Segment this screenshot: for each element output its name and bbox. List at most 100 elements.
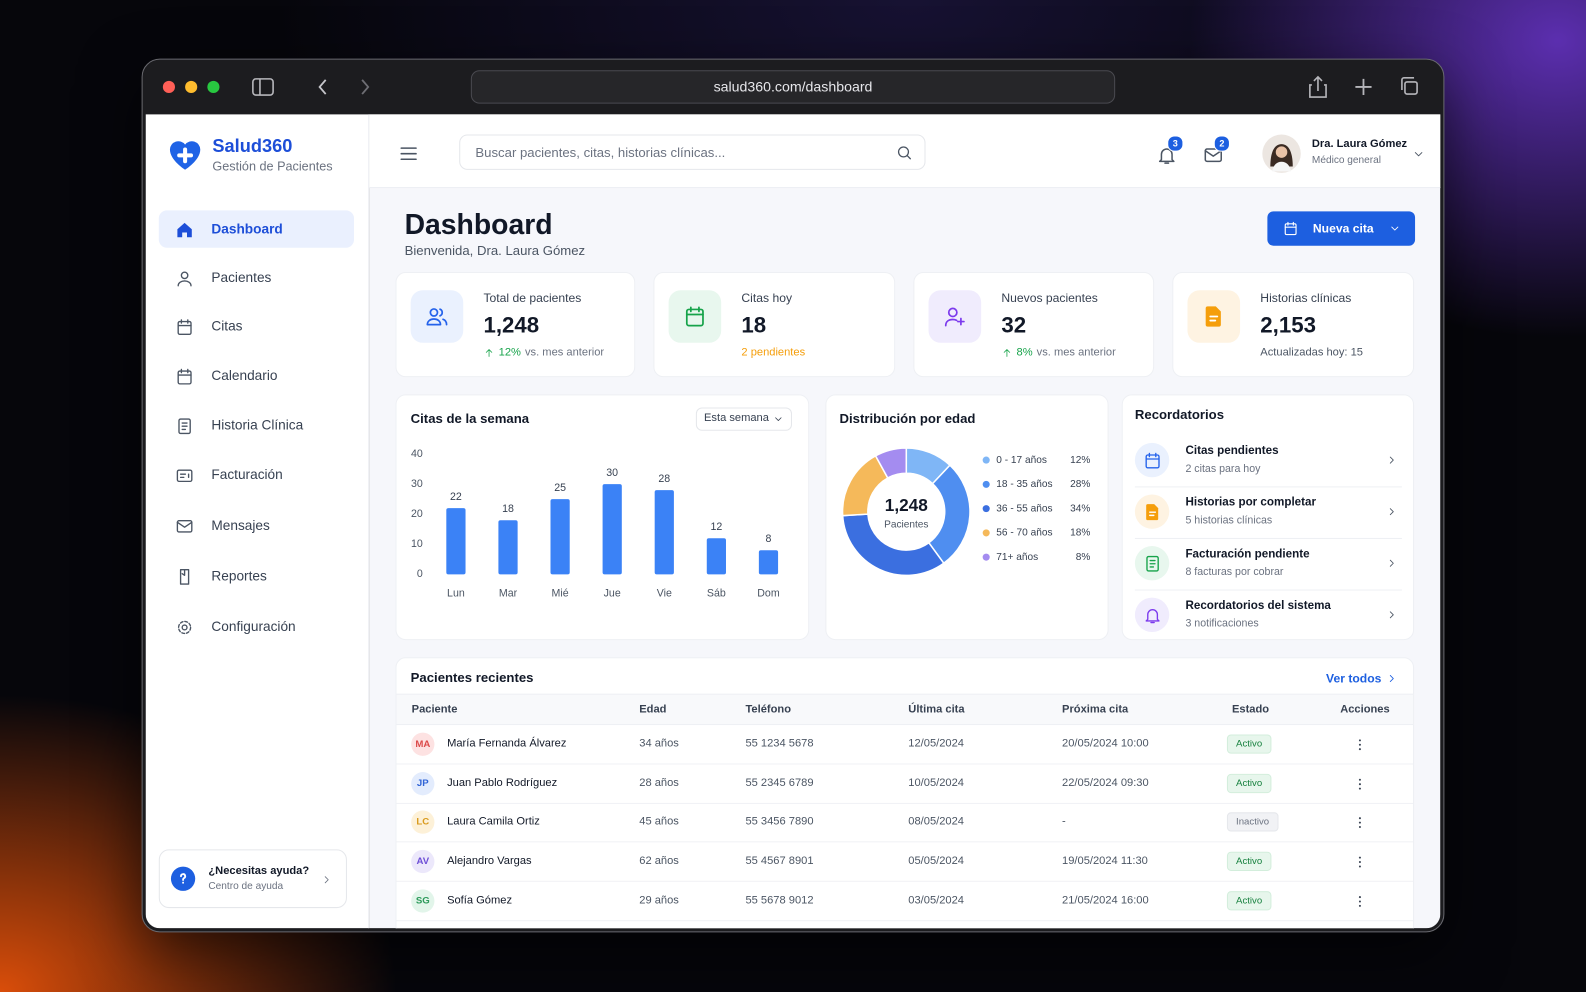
button-calendar-icon (1284, 221, 1297, 236)
nav-item[interactable]: Dashboard (211, 221, 283, 237)
row-actions-part (1358, 747, 1361, 750)
search-icon-part (906, 155, 911, 160)
reminder-row[interactable] (1131, 592, 1404, 639)
stat-icon-part (429, 308, 439, 317)
stat-icon-part (685, 308, 704, 327)
patient-initials: AV (411, 849, 435, 874)
row-actions[interactable] (1352, 737, 1367, 752)
minimize-button[interactable] (185, 80, 198, 94)
tabs-back (1401, 77, 1415, 90)
legend-dot (982, 553, 990, 561)
table-row[interactable] (396, 803, 1414, 843)
legend-dot (982, 529, 990, 537)
back-button[interactable] (318, 79, 327, 95)
row-actions[interactable] (1352, 893, 1367, 908)
reminder-subtitle: 3 notificaciones (1185, 617, 1259, 630)
close-button[interactable] (162, 80, 175, 94)
url-text: salud360.com/dashboard (714, 79, 873, 95)
stat-note-text: 2 pendientes (741, 346, 806, 359)
reminder-icon-part (1144, 453, 1160, 468)
row-actions-part (1358, 787, 1361, 790)
patient-name: Laura Camila Ortiz (447, 815, 540, 828)
column-header: Última cita (908, 703, 965, 716)
legend-value: 28% (1070, 479, 1090, 490)
nav-item[interactable]: Pacientes (211, 269, 272, 286)
stat-icon (426, 308, 448, 326)
reminder-icon (1144, 608, 1160, 623)
sidebar-toggle[interactable] (252, 78, 274, 96)
nav-item[interactable]: Citas (211, 318, 243, 334)
table-row[interactable] (396, 725, 1414, 765)
reminder-row[interactable] (1131, 540, 1404, 587)
nav-icon (177, 620, 191, 634)
user-avatar[interactable] (1262, 134, 1301, 173)
nav-icon (176, 468, 192, 482)
nav-item[interactable]: Reportes (211, 568, 267, 584)
table-row[interactable] (396, 764, 1414, 804)
nav-item[interactable]: Mensajes (211, 517, 270, 533)
row-actions-part (1358, 860, 1361, 863)
reminder-row[interactable] (1131, 488, 1404, 535)
help-mark-part (180, 873, 187, 884)
reminder-icon-bg (1134, 442, 1170, 478)
legend-dot (982, 505, 990, 513)
row-actions[interactable] (1352, 815, 1367, 830)
notifications-badge: 3 (1167, 135, 1184, 152)
bar-value-label: 30 (606, 467, 618, 479)
nav-item[interactable]: Historia Clínica (211, 417, 304, 433)
search-icon-part (897, 146, 910, 158)
table-row[interactable] (396, 842, 1414, 882)
nav-item-active-bg[interactable] (158, 210, 355, 248)
view-all-link[interactable]: Ver todos (1326, 671, 1382, 686)
x-tick-label: Jue (604, 587, 621, 599)
stat-change: 12% (498, 346, 521, 359)
reminder-icon (1145, 555, 1159, 572)
row-actions[interactable] (1352, 854, 1367, 869)
menu-button[interactable] (398, 143, 420, 165)
y-tick-label: 30 (411, 478, 423, 490)
nav-item[interactable]: Facturación (211, 467, 283, 483)
legend-label: 0 - 17 años (996, 455, 1047, 466)
legend-dot (982, 456, 990, 464)
nav-item[interactable]: Calendario (211, 367, 278, 384)
filter-dropdown[interactable] (695, 407, 792, 431)
nav-icon-part (179, 568, 189, 585)
patient-last-visit: 05/05/2024 (908, 854, 965, 868)
stat-icon-part (1209, 315, 1219, 322)
bar-value-label: 28 (658, 473, 670, 485)
nav-item[interactable]: Configuración (211, 618, 296, 634)
reminder-title: Citas pendientes (1185, 445, 1279, 458)
reminder-row[interactable] (1131, 437, 1404, 484)
search-placeholder: Buscar pacientes, citas, historias clíni… (475, 144, 726, 160)
new-tab-button[interactable] (1355, 78, 1372, 96)
nav-icon-part (176, 468, 192, 482)
table-row[interactable] (396, 882, 1414, 922)
new-appointment-button[interactable] (1267, 211, 1416, 246)
maximize-button[interactable] (207, 80, 220, 94)
tabs-button[interactable] (1401, 77, 1418, 95)
nav-icon-part (177, 320, 192, 335)
view-all-chevron[interactable] (1386, 672, 1398, 684)
address-bar[interactable] (470, 70, 1116, 104)
search-box[interactable] (459, 134, 926, 170)
stat-note-text: vs. mes anterior (524, 346, 605, 359)
forward-button[interactable] (361, 79, 370, 95)
reminder-chevron-part (1389, 456, 1394, 464)
share-icon (1309, 75, 1327, 98)
share-button[interactable] (1309, 75, 1327, 98)
nav-icon-part (181, 421, 188, 430)
search-icon[interactable] (895, 144, 913, 162)
column-header: Paciente (411, 703, 458, 716)
user-menu-chevron-part (1414, 151, 1422, 156)
row-actions-part (1358, 904, 1361, 907)
button-chevron (1391, 226, 1399, 231)
row-actions[interactable] (1352, 776, 1367, 791)
patient-name: Alejandro Vargas (447, 854, 532, 868)
button-calendar-icon-part (1284, 221, 1297, 228)
messages-button[interactable] (1202, 144, 1223, 165)
row-actions-part (1358, 899, 1361, 902)
row-actions-part (1358, 825, 1361, 828)
user-menu-chevron[interactable] (1412, 147, 1425, 160)
